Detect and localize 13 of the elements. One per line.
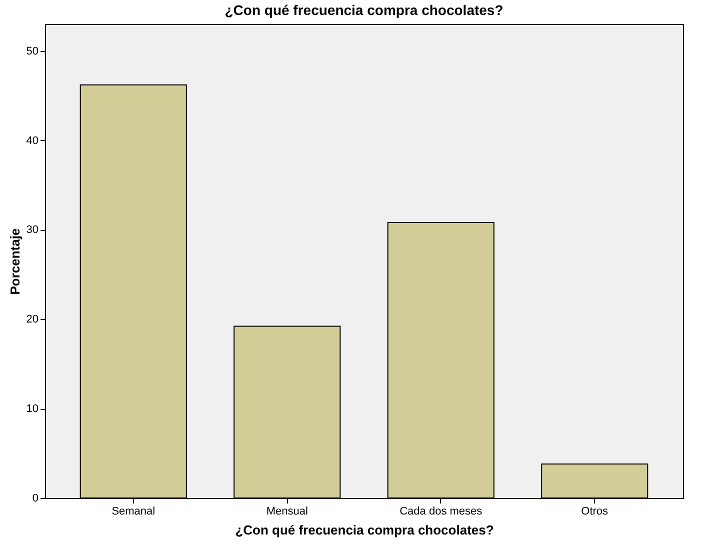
y-tick-label: 0 (32, 492, 38, 504)
y-tick-label: 40 (26, 134, 38, 147)
y-tick-label: 20 (26, 314, 38, 326)
y-tick-label: 10 (26, 403, 38, 416)
y-tick-label: 30 (26, 224, 38, 236)
x-tick-label: Cada dos meses (400, 506, 483, 518)
x-axis-title: ¿Con qué frecuencia compra chocolates? (235, 522, 494, 538)
x-tick-label: Mensual (266, 506, 308, 518)
x-tick-label: Semanal (112, 506, 156, 518)
x-tick-label: Otros (581, 506, 609, 518)
y-axis-title: Porcentaje (7, 228, 22, 295)
y-tick-label: 50 (26, 45, 38, 58)
chart-title: ¿Con qué frecuencia compra chocolates? (224, 2, 504, 18)
